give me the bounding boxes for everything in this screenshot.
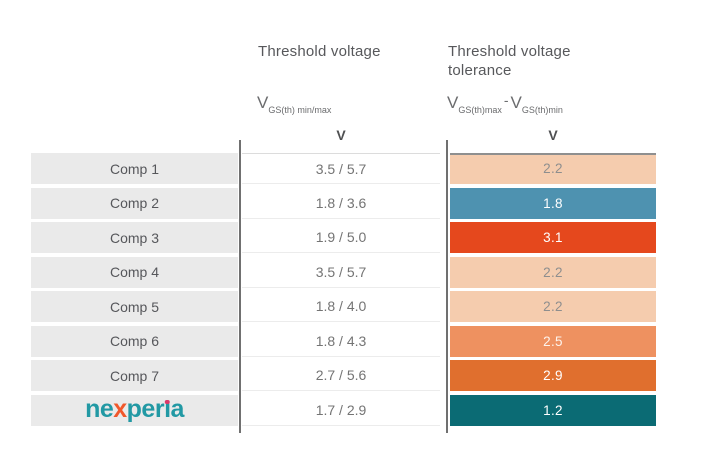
tolerance-cell: 2.2 (450, 153, 656, 184)
logo-i-stem: ı (164, 395, 171, 423)
table-row: Comp 5 1.8 / 4.0 2.2 (31, 291, 656, 322)
tolerance-cell: 1.2 (450, 394, 656, 426)
tolerance-cell: 2.9 (450, 360, 656, 391)
tolerance-column-title: Threshold voltage tolerance (448, 43, 571, 79)
tolerance-cell: 1.8 (450, 187, 656, 219)
voltage-range-value: 1.7 / 2.9 (242, 394, 440, 426)
voltage-range-value: 2.7 / 5.6 (242, 360, 440, 391)
voltage-range-value: 1.9 / 5.0 (242, 222, 440, 253)
voltage-column-title: Threshold voltage (258, 43, 381, 60)
logo-x-letter: x (113, 395, 127, 423)
component-label: Comp 5 (31, 291, 238, 322)
component-label: Comp 2 (31, 187, 238, 219)
voltage-range-value: 1.8 / 4.3 (242, 325, 440, 357)
logo-i-dot (165, 399, 170, 404)
symbol-subscript: GS(th)max (458, 105, 502, 115)
table-row: 1.7 / 2.9 1.2 (31, 394, 656, 426)
tolerance-cell: 3.1 (450, 222, 656, 253)
column-separator-line (239, 140, 241, 433)
component-label: Comp 6 (31, 325, 238, 357)
nexperia-logo: ne x per ı a (31, 394, 238, 425)
table-row: Comp 2 1.8 / 3.6 1.8 (31, 187, 656, 219)
table-row: Comp 4 3.5 / 5.7 2.2 (31, 256, 656, 288)
column-separator-line (446, 140, 448, 433)
symbol-v: V (510, 93, 522, 112)
symbol-v: V (257, 93, 269, 112)
table-row: Comp 1 3.5 / 5.7 2.2 (31, 153, 656, 184)
voltage-symbol: VGS(th) min/max (257, 93, 332, 115)
voltage-unit: V (336, 127, 346, 143)
component-label (31, 394, 238, 426)
tolerance-symbol: VGS(th)max- VGS(th)min (447, 92, 563, 115)
logo-i-letter: ı (164, 395, 171, 423)
table-row: Comp 7 2.7 / 5.6 2.9 (31, 360, 656, 391)
voltage-range-value: 1.8 / 4.0 (242, 291, 440, 322)
component-label: Comp 4 (31, 256, 238, 288)
logo-letters: per (126, 395, 165, 423)
component-label: Comp 7 (31, 360, 238, 391)
voltage-range-value: 1.8 / 3.6 (242, 187, 440, 219)
component-label: Comp 1 (31, 153, 238, 184)
component-label: Comp 3 (31, 222, 238, 253)
symbol-subscript: GS(th) min/max (268, 105, 332, 115)
tolerance-cell: 2.5 (450, 325, 656, 357)
symbol-v: V (447, 93, 459, 112)
symbol-subscript: GS(th)min (521, 105, 563, 115)
logo-letters: a (170, 395, 185, 423)
voltage-range-value: 3.5 / 5.7 (242, 153, 440, 184)
table-row: Comp 3 1.9 / 5.0 3.1 (31, 222, 656, 253)
tolerance-cell: 2.2 (450, 291, 656, 322)
tolerance-unit: V (548, 127, 558, 143)
logo-letters: ne (85, 395, 114, 423)
minus-sign: - (503, 92, 509, 108)
tolerance-cell: 2.2 (450, 256, 656, 288)
table-body: Comp 1 3.5 / 5.7 2.2 Comp 2 1.8 / 3.6 1.8 Comp… (31, 153, 656, 429)
table-row: Comp 6 1.8 / 4.3 2.5 (31, 325, 656, 357)
voltage-range-value: 3.5 / 5.7 (242, 256, 440, 288)
